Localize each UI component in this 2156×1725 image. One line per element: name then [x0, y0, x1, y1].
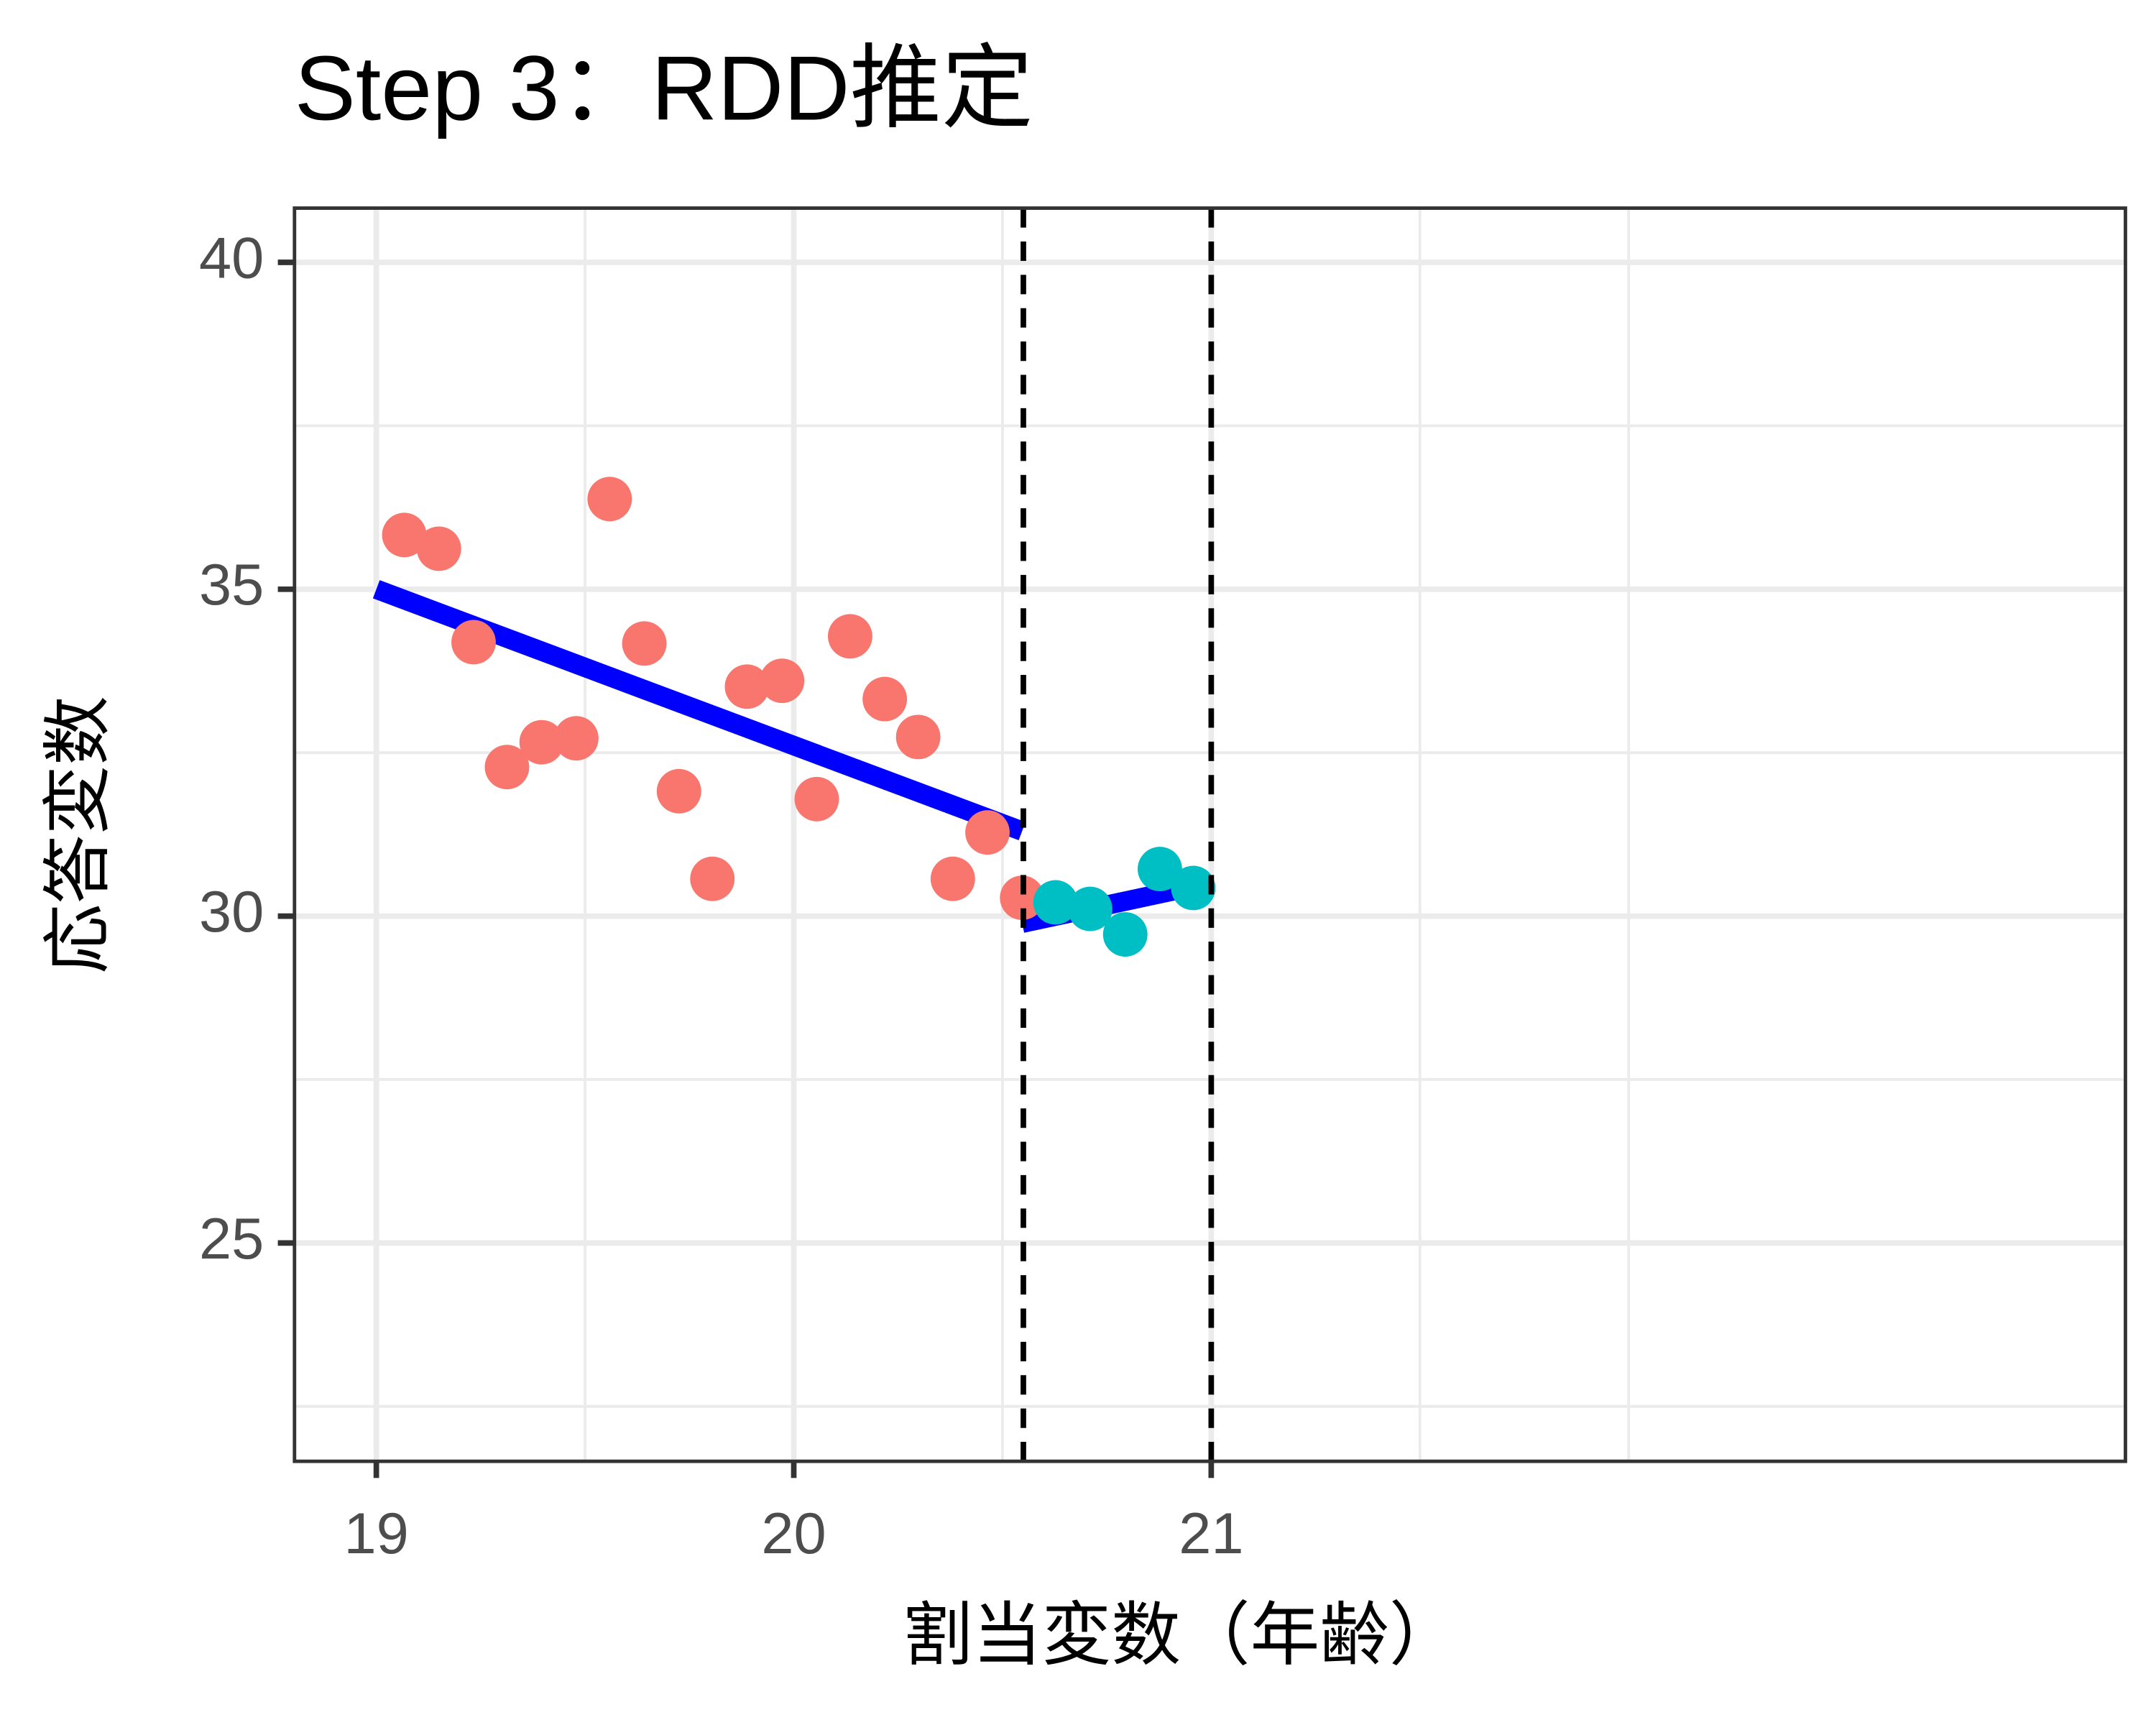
point — [794, 776, 839, 822]
point — [724, 664, 770, 709]
point — [930, 856, 975, 901]
point — [622, 621, 667, 666]
point — [895, 714, 941, 760]
point — [1067, 886, 1112, 932]
point — [1033, 880, 1078, 925]
point — [587, 477, 632, 522]
y-tick-label: 25 — [199, 1207, 264, 1271]
chart-title: Step 3：RDD推定 — [295, 38, 1033, 140]
x-tick-label: 21 — [1179, 1501, 1243, 1566]
point — [1171, 865, 1216, 911]
point — [553, 716, 599, 761]
point — [451, 620, 496, 665]
point — [965, 810, 1010, 855]
point — [416, 526, 461, 571]
x-tick-label: 19 — [344, 1501, 408, 1566]
y-axis-label: 応答変数 — [40, 696, 117, 974]
plot-border — [292, 206, 2127, 1463]
point — [656, 768, 701, 814]
point — [862, 676, 908, 722]
point — [827, 614, 872, 659]
x-axis-label: 割当変数（年齢） — [903, 1597, 1459, 1674]
point — [1000, 875, 1045, 921]
y-tick-label: 30 — [199, 880, 264, 944]
point — [690, 856, 735, 901]
x-tick-label: 20 — [761, 1501, 826, 1566]
y-tick-label: 35 — [199, 553, 264, 617]
point — [382, 512, 427, 558]
y-tick-label: 40 — [199, 226, 264, 290]
plot-area: 19 20 21 25 30 35 40 — [199, 206, 2127, 1566]
point — [484, 745, 530, 790]
point — [1138, 847, 1182, 892]
point — [760, 658, 805, 704]
point — [1102, 912, 1148, 957]
point — [519, 719, 564, 765]
